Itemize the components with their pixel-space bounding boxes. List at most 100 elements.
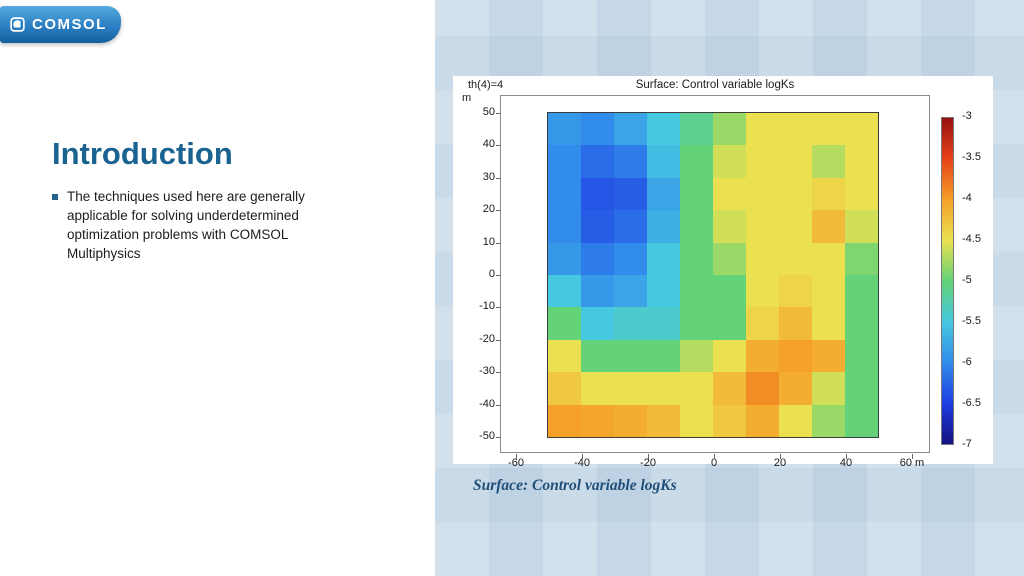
heatmap-cell <box>647 404 680 437</box>
x-tick-mark <box>582 454 583 459</box>
heatmap-grid <box>547 112 879 438</box>
heatmap-cell <box>581 242 614 275</box>
y-tick-mark <box>496 404 501 406</box>
heatmap-cell <box>713 145 746 178</box>
heatmap-cell <box>647 275 680 308</box>
heatmap-cell <box>548 275 581 308</box>
y-tick-label: -30 <box>479 365 495 378</box>
heatmap-cell <box>614 307 647 340</box>
y-tick-label: 20 <box>482 203 495 216</box>
heatmap-cell <box>548 339 581 373</box>
heatmap-cell <box>581 145 614 178</box>
heatmap-cell <box>713 372 746 405</box>
comsol-logo-icon <box>10 17 25 32</box>
heatmap-cell <box>746 242 779 275</box>
heatmap-cell <box>713 404 746 437</box>
x-tick-mark <box>648 454 649 459</box>
surface-plot-canvas: th(4)=4 m Surface: Control variable logK… <box>453 76 996 469</box>
heatmap-cell <box>614 339 647 373</box>
heatmap-cell <box>581 275 614 308</box>
colorbar-tick-label: -5 <box>962 274 972 286</box>
heatmap-cell <box>647 242 680 275</box>
heatmap-cell <box>812 210 845 243</box>
heatmap-cell <box>581 404 614 437</box>
y-tick-mark <box>496 210 501 212</box>
heatmap-cell <box>548 145 581 178</box>
heatmap-cell <box>779 210 812 243</box>
heatmap-cell <box>812 275 845 308</box>
x-tick-label: -60 <box>508 457 524 469</box>
heatmap-cell <box>614 372 647 405</box>
heatmap-cell <box>647 113 680 146</box>
colorbar-tick-label: -3 <box>962 110 972 122</box>
heatmap-cell <box>746 113 779 146</box>
y-tick-mark <box>496 437 501 438</box>
heatmap-cell <box>779 113 812 146</box>
heatmap-cell <box>812 404 845 437</box>
heatmap-cell <box>581 177 614 211</box>
heatmap-cell <box>779 404 812 437</box>
colorbar <box>941 117 954 445</box>
heatmap-cell <box>779 177 812 211</box>
heatmap-cell <box>812 372 845 405</box>
heatmap-cell <box>548 307 581 340</box>
x-tick-label: -40 <box>574 457 590 469</box>
heatmap-cell <box>548 404 581 437</box>
heatmap-cell <box>713 113 746 146</box>
heatmap-cell <box>779 339 812 373</box>
heatmap-cell <box>614 145 647 178</box>
bullet-text: The techniques used here are generally a… <box>67 189 305 261</box>
heatmap-cell <box>746 210 779 243</box>
heatmap-cell <box>614 242 647 275</box>
heatmap-cell <box>713 339 746 373</box>
y-axis-unit-label: m <box>462 92 472 104</box>
heatmap-cell <box>647 372 680 405</box>
comsol-logo-text: COMSOL <box>32 16 107 33</box>
y-tick-mark <box>496 113 501 114</box>
heatmap-cell <box>779 242 812 275</box>
heatmap-cell <box>581 307 614 340</box>
heatmap-cell <box>680 177 713 211</box>
y-tick-mark <box>496 275 501 276</box>
heatmap-cell <box>680 210 713 243</box>
colorbar-labels: -3 -3.5 -4 -4.5 -5 -5.5 -6 -6.5 -7 <box>962 110 996 450</box>
colorbar-tick-label: -4 <box>962 192 972 204</box>
heatmap-cell <box>614 210 647 243</box>
heatmap-cell <box>713 307 746 340</box>
heatmap-cell <box>680 372 713 405</box>
y-tick-label: 40 <box>482 138 495 151</box>
x-tick-label: -20 <box>640 457 656 469</box>
colorbar-tick-label: -6 <box>962 356 972 368</box>
heatmap-cell <box>548 177 581 211</box>
x-tick-mark <box>516 454 517 459</box>
heatmap-cell <box>548 242 581 275</box>
heatmap-cell <box>812 307 845 340</box>
heatmap-cell <box>680 113 713 146</box>
heatmap-cell <box>581 339 614 373</box>
heatmap-cell <box>746 177 779 211</box>
x-tick-label: 40 <box>839 457 853 469</box>
heatmap-cell <box>548 113 581 146</box>
heatmap-cell <box>548 210 581 243</box>
y-tick-label: -10 <box>479 300 495 313</box>
plot-axes: 50 40 30 20 10 0 -10 -20 -30 -40 -50 -60 -40 -20 0 20 40… <box>479 95 930 469</box>
heatmap-cell <box>680 339 713 373</box>
heatmap-cell <box>680 404 713 437</box>
heatmap-cell <box>845 372 878 405</box>
heatmap-cell <box>713 210 746 243</box>
heatmap-cell <box>845 145 878 178</box>
heatmap-cell <box>845 275 878 308</box>
heatmap-cell <box>647 307 680 340</box>
heatmap-cell <box>581 210 614 243</box>
x-tick-mark <box>714 454 715 459</box>
heatmap-cell <box>713 242 746 275</box>
heatmap-cell <box>845 339 878 373</box>
colorbar-tick-label: -6.5 <box>962 397 981 409</box>
heatmap-cell <box>647 210 680 243</box>
colorbar-tick-label: -5.5 <box>962 315 981 327</box>
heatmap-cell <box>746 339 779 373</box>
colorbar-tick-label: -4.5 <box>962 233 981 245</box>
figure-caption: Surface: Control variable logKs <box>473 477 677 494</box>
heatmap-cell <box>812 339 845 373</box>
